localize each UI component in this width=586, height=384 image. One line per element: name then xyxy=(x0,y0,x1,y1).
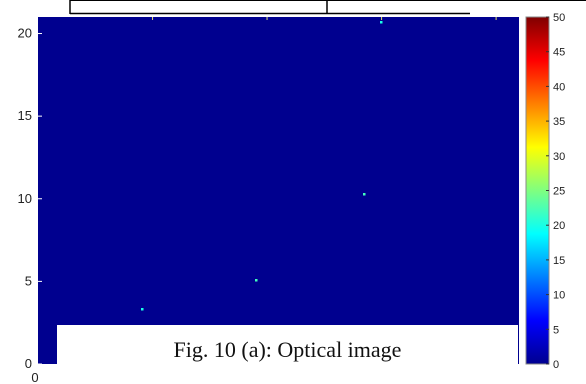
heatmap-area xyxy=(38,17,519,364)
y-tick-label: 10 xyxy=(18,191,32,206)
colorbar-tick-label: 40 xyxy=(553,81,565,93)
x-axis: 0 xyxy=(31,370,38,384)
colorbar-tick-label: 10 xyxy=(553,290,565,302)
colorbar xyxy=(525,16,550,365)
colorbar-tick-label: 25 xyxy=(553,186,565,198)
y-axis: 0 5 10 15 20 xyxy=(18,17,497,371)
data-point xyxy=(255,279,258,282)
figure-caption: Fig. 10 (a): Optical image xyxy=(173,337,402,362)
colorbar-axis: 0 5 10 15 20 25 30 35 40 45 50 xyxy=(546,12,565,371)
colorbar-tick-label: 30 xyxy=(553,151,565,163)
data-point xyxy=(141,308,144,311)
y-tick-label: 15 xyxy=(18,108,32,123)
colorbar-tick-label: 0 xyxy=(553,359,559,371)
colorbar-tick-label: 15 xyxy=(553,255,565,267)
colorbar-tick-label: 45 xyxy=(553,47,565,59)
data-point xyxy=(380,21,383,24)
colorbar-tick-label: 50 xyxy=(553,12,565,24)
table-remnant xyxy=(69,0,586,15)
colorbar-tick-label: 20 xyxy=(553,220,565,232)
colorbar-tick-label: 5 xyxy=(553,324,559,336)
data-point xyxy=(363,193,366,196)
x-tick-label: 0 xyxy=(31,370,38,384)
colorbar-tick-label: 35 xyxy=(553,116,565,128)
y-tick-label: 5 xyxy=(25,273,32,288)
caption-box: Fig. 10 (a): Optical image xyxy=(57,325,518,384)
y-tick-label: 0 xyxy=(25,356,32,371)
y-tick-label: 20 xyxy=(18,26,32,41)
